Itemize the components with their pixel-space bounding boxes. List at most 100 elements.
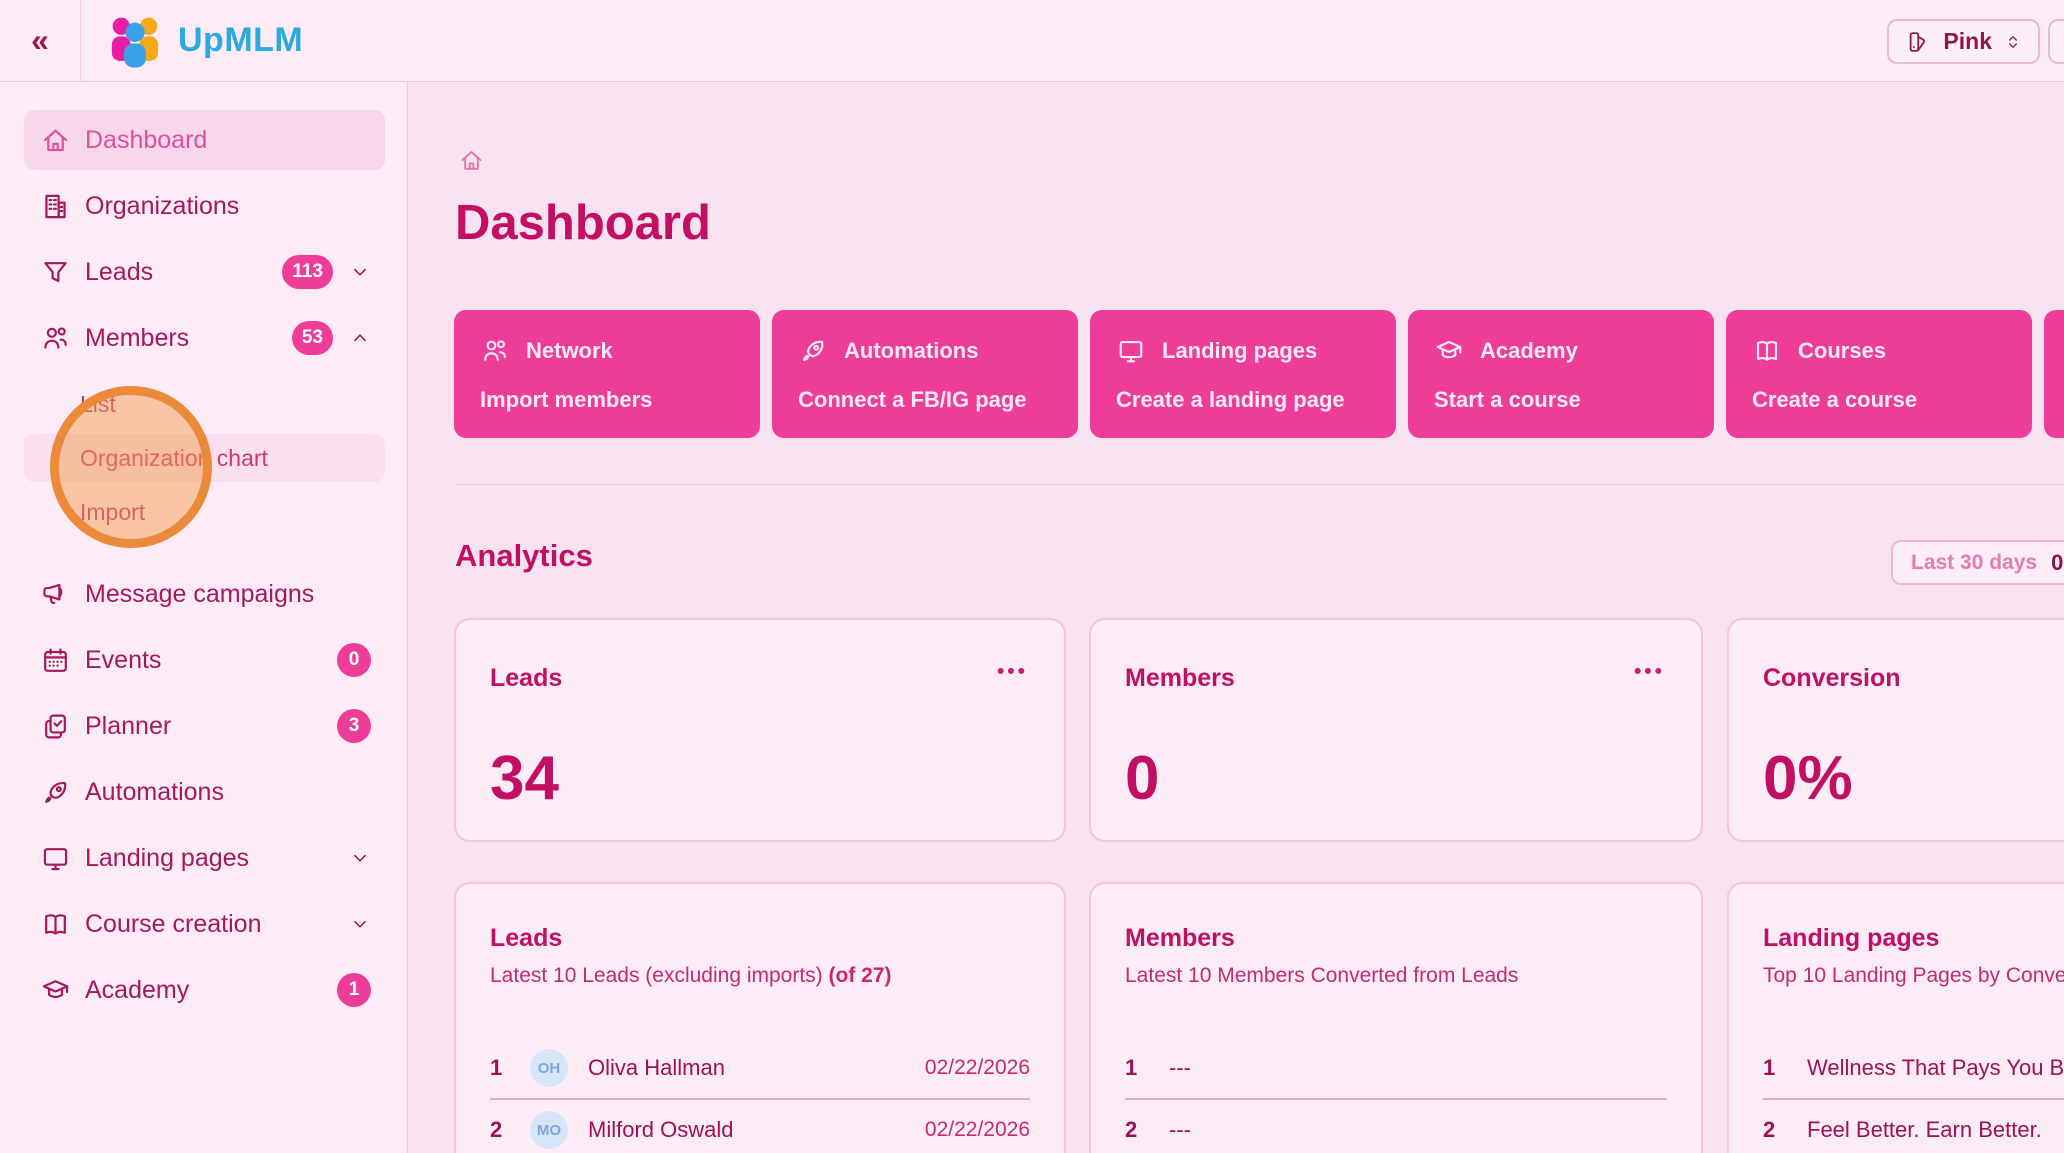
members-count-badge: 53 (291, 321, 333, 355)
planner-count-badge: 3 (337, 709, 371, 743)
sidebar-item-planner[interactable]: Planner 3 (24, 696, 385, 756)
stat-card-leads: Leads ••• 34 (454, 618, 1066, 842)
book-icon (1752, 336, 1782, 366)
sidebar-item-academy[interactable]: Academy 1 (24, 960, 385, 1020)
row-number: 1 (1125, 1055, 1138, 1080)
list-subtitle: Latest 10 Members Converted from Leads (1125, 964, 1519, 987)
submenu-item-label: List (80, 390, 116, 417)
monitor-icon (1116, 336, 1146, 366)
people-icon (40, 323, 71, 354)
theme-select-value: Pink (1943, 28, 1992, 54)
ellipsis-menu-icon[interactable]: ••• (1633, 660, 1665, 683)
row-number: 1 (1763, 1055, 1776, 1080)
submenu-item-list[interactable]: List (24, 382, 385, 426)
quick-action-automations[interactable]: Automations Connect a FB/IG page (772, 310, 1078, 438)
member-row[interactable]: 1 --- (1125, 1038, 1667, 1100)
chevron-up-icon (349, 327, 371, 349)
sidebar-item-organizations[interactable]: Organizations (24, 176, 385, 236)
stat-value: 0% (1763, 744, 1853, 813)
building-icon (40, 191, 71, 222)
sidebar-item-leads[interactable]: Leads 113 (24, 242, 385, 302)
landing-page-name: Wellness That Pays You Back (1807, 1055, 2064, 1080)
submenu-item-label: Organization chart (80, 444, 268, 471)
list-card-landing-pages: Landing pages Top 10 Landing Pages by Co… (1727, 882, 2064, 1153)
main-content: Dashboard Network Import members Automat… (409, 83, 2064, 1153)
book-icon (40, 909, 71, 940)
row-number: 2 (1763, 1117, 1776, 1142)
list-subtitle: Top 10 Landing Pages by Conversions (1763, 964, 2064, 987)
section-divider (455, 484, 2064, 485)
funnel-icon (40, 257, 71, 288)
member-name: --- (1169, 1117, 1191, 1142)
member-row[interactable]: 2 --- (1125, 1100, 1667, 1153)
list-subtitle-text: Latest 10 Leads (excluding imports) (490, 964, 829, 987)
collapse-chevrons-icon: « (31, 22, 49, 58)
analytics-section-title: Analytics (455, 538, 593, 573)
chevron-down-icon (349, 847, 371, 869)
megaphone-icon (40, 579, 71, 610)
submenu-item-import[interactable]: Import (24, 490, 385, 534)
lead-name: Oliva Hallman (588, 1055, 725, 1080)
quick-action-landing-pages[interactable]: Landing pages Create a landing page (1090, 310, 1396, 438)
lead-row[interactable]: 2 MO Milford Oswald 02/22/2026 (490, 1100, 1030, 1153)
graduation-cap-icon (40, 975, 71, 1006)
clipped-topbar-button[interactable] (2048, 19, 2064, 64)
submenu-item-organization-chart[interactable]: Organization chart (24, 434, 385, 482)
quick-action-subtitle: Start a course (1434, 387, 1581, 412)
clipboard-check-icon (40, 711, 71, 742)
date-range-value: 01/2 (2051, 549, 2064, 575)
stat-card-conversion: Conversion 0% (1727, 618, 2064, 842)
color-swatch-icon (1905, 29, 1931, 55)
sidebar-collapse-button[interactable]: « (0, 0, 81, 81)
sidebar-item-label: Automations (85, 777, 224, 806)
sidebar-item-message-campaigns[interactable]: Message campaigns (24, 564, 385, 624)
stat-value: 0 (1125, 744, 1160, 813)
sidebar-item-dashboard[interactable]: Dashboard (24, 110, 385, 170)
row-number: 2 (1125, 1117, 1138, 1142)
quick-action-subtitle: Connect a FB/IG page (798, 387, 1027, 412)
sidebar-item-label: Planner (85, 711, 172, 740)
select-updown-icon (2004, 31, 2022, 53)
sidebar-item-label: Course creation (85, 909, 262, 938)
lead-row[interactable]: 1 OH Oliva Hallman 02/22/2026 (490, 1038, 1030, 1100)
stat-title: Members (1125, 664, 1235, 692)
stats-row: Leads ••• 34 Members ••• 0 Conversion 0% (454, 618, 2064, 842)
brand-name: UpMLM (178, 21, 304, 59)
monitor-icon (40, 843, 71, 874)
landing-page-row[interactable]: 1 Wellness That Pays You Back (1763, 1038, 2064, 1100)
sidebar: Dashboard Organizations Leads 113 Member… (0, 82, 408, 1153)
rocket-icon (40, 777, 71, 808)
date-range-filter[interactable]: Last 30 days 01/2 (1891, 540, 2064, 585)
sidebar-item-label: Organizations (85, 191, 240, 220)
lists-row: Leads Latest 10 Leads (excluding imports… (454, 882, 2064, 1153)
quick-action-title: Network (526, 338, 613, 363)
quick-action-network[interactable]: Network Import members (454, 310, 760, 438)
member-name: --- (1169, 1055, 1191, 1080)
list-card-members: Members Latest 10 Members Converted from… (1089, 882, 1703, 1153)
sidebar-item-landing-pages[interactable]: Landing pages (24, 828, 385, 888)
sidebar-item-course-creation[interactable]: Course creation (24, 894, 385, 954)
landing-page-row[interactable]: 2 Feel Better. Earn Better. (1763, 1100, 2064, 1153)
quick-action-courses[interactable]: Courses Create a course (1726, 310, 2032, 438)
quick-action-academy[interactable]: Academy Start a course (1408, 310, 1714, 438)
sidebar-item-label: Leads (85, 257, 154, 286)
members-submenu: List Organization chart Import (0, 382, 407, 534)
theme-select-button[interactable]: Pink (1887, 19, 2040, 64)
ellipsis-menu-icon[interactable]: ••• (996, 660, 1028, 683)
events-count-badge: 0 (337, 643, 371, 677)
sidebar-item-automations[interactable]: Automations (24, 762, 385, 822)
breadcrumb-home-icon[interactable] (458, 147, 485, 174)
sidebar-item-events[interactable]: Events 0 (24, 630, 385, 690)
sidebar-item-members[interactable]: Members 53 (24, 308, 385, 368)
list-title: Members (1125, 924, 1235, 952)
sidebar-item-label: Dashboard (85, 125, 208, 154)
avatar: MO (530, 1111, 568, 1149)
lead-date: 02/22/2026 (924, 1056, 1030, 1079)
quick-action-clipped[interactable] (2044, 310, 2064, 438)
stat-title: Leads (490, 664, 563, 692)
topbar: « UpMLM Pink (0, 0, 2064, 82)
academy-count-badge: 1 (337, 973, 371, 1007)
brand[interactable]: UpMLM (104, 0, 303, 81)
landing-page-name: Feel Better. Earn Better. (1807, 1117, 2042, 1142)
sidebar-item-label: Message campaigns (85, 579, 315, 608)
